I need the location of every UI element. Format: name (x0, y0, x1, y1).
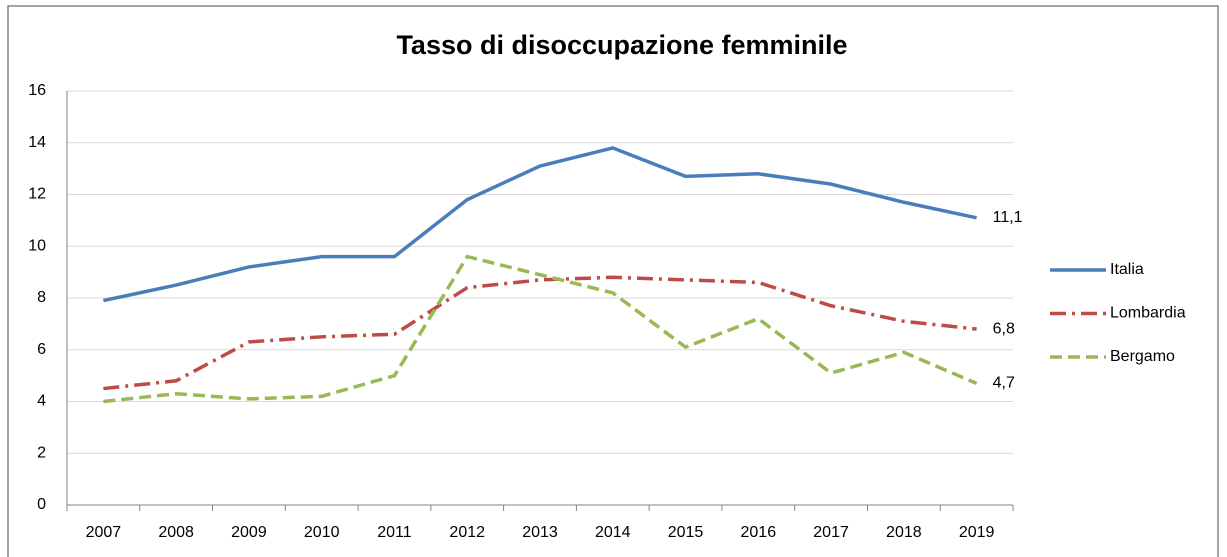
data-label: 4,7 (993, 375, 1015, 392)
y-tick-label: 6 (37, 341, 46, 358)
series-line (103, 146, 977, 303)
legend-label: Lombardia (1110, 305, 1186, 322)
x-tick-label: 2010 (304, 524, 340, 541)
x-tick-label: 2018 (886, 524, 922, 541)
y-tick-label: 16 (28, 82, 46, 99)
x-tick-label: 2013 (522, 524, 558, 541)
x-tick-label: 2011 (377, 524, 412, 541)
x-tick-label: 2016 (741, 524, 777, 541)
y-tick-label: 0 (37, 496, 46, 513)
y-tick-label: 14 (28, 134, 46, 151)
x-tick-label: 2008 (158, 524, 194, 541)
y-tick-label: 8 (37, 289, 46, 306)
x-tick-label: 2015 (668, 524, 704, 541)
x-tick-label: 2012 (449, 524, 485, 541)
x-tick-label: 2014 (595, 524, 631, 541)
x-tick-label: 2009 (231, 524, 267, 541)
x-tick-label: 2019 (959, 524, 995, 541)
x-tick-label: 2017 (813, 524, 849, 541)
y-tick-label: 10 (28, 237, 46, 254)
chart-title: Tasso di disoccupazione femminile (396, 30, 847, 60)
data-label: 11,1 (993, 209, 1023, 226)
y-tick-label: 12 (28, 186, 46, 203)
data-label: 6,8 (993, 320, 1015, 337)
chart-border (7, 5, 1219, 557)
y-tick-label: 4 (37, 393, 46, 410)
legend-label: Bergamo (1110, 348, 1175, 365)
series-line (103, 275, 977, 391)
series-line (103, 254, 978, 404)
legend-label: Italia (1110, 261, 1144, 278)
x-tick-label: 2007 (86, 524, 122, 541)
y-tick-label: 2 (37, 444, 46, 461)
